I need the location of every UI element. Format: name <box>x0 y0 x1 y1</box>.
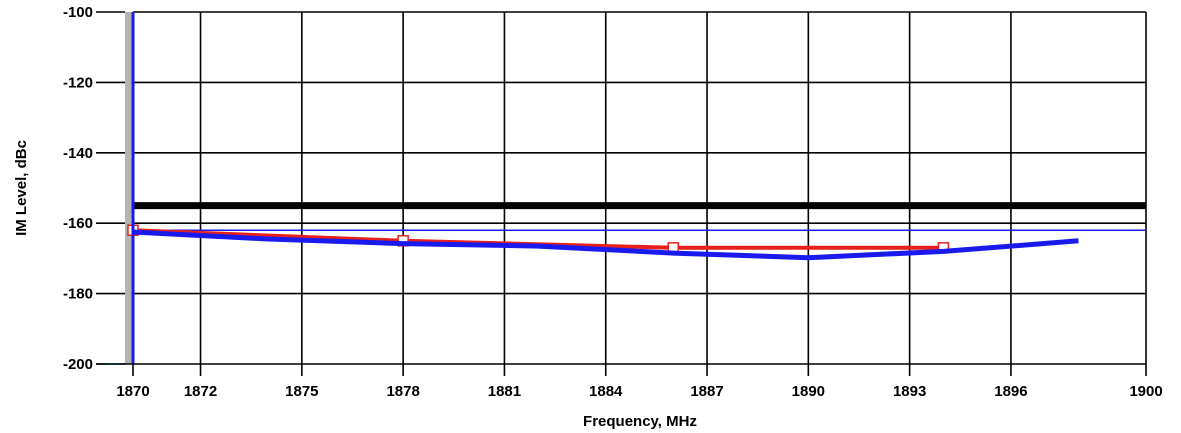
y-tick-label: -140 <box>63 145 93 162</box>
x-tick-label: 1887 <box>690 383 723 400</box>
reference-lines <box>133 202 1146 231</box>
x-tick-label: 1878 <box>386 383 419 400</box>
x-tick-label: 1881 <box>488 383 521 400</box>
y-tick-label: -120 <box>63 74 93 91</box>
x-tick-label: 1896 <box>994 383 1027 400</box>
x-axis-title: Frequency, MHz <box>583 413 697 430</box>
y-axis-title: IM Level, dBc <box>13 140 30 236</box>
x-axis-ticks: 1870 1872 1875 1878 1881 1884 1887 1890 1893 1896… <box>107 363 1163 400</box>
y-axis-ticks: -100 -120 -140 -160 -180 -200 <box>63 4 125 373</box>
x-tick-label: 1884 <box>589 383 623 400</box>
x-tick-label: 1900 <box>1129 383 1162 400</box>
series-layer <box>127 224 1079 261</box>
y-tick-label: -100 <box>63 4 93 21</box>
plot-background <box>133 12 1146 364</box>
x-tick-label: 1893 <box>893 383 926 400</box>
grid <box>133 11 1147 364</box>
x-tick-label: 1890 <box>792 383 825 400</box>
x-tick-label: 1872 <box>184 383 217 400</box>
x-tick-label: 1870 <box>116 383 149 400</box>
y-tick-label: -160 <box>63 215 93 232</box>
y-tick-label: -180 <box>63 286 93 303</box>
series-line-2 <box>132 229 1079 261</box>
x-tick-label: 1875 <box>285 383 318 400</box>
y-tick-label: -200 <box>63 356 93 373</box>
plot-shadow <box>125 12 133 364</box>
